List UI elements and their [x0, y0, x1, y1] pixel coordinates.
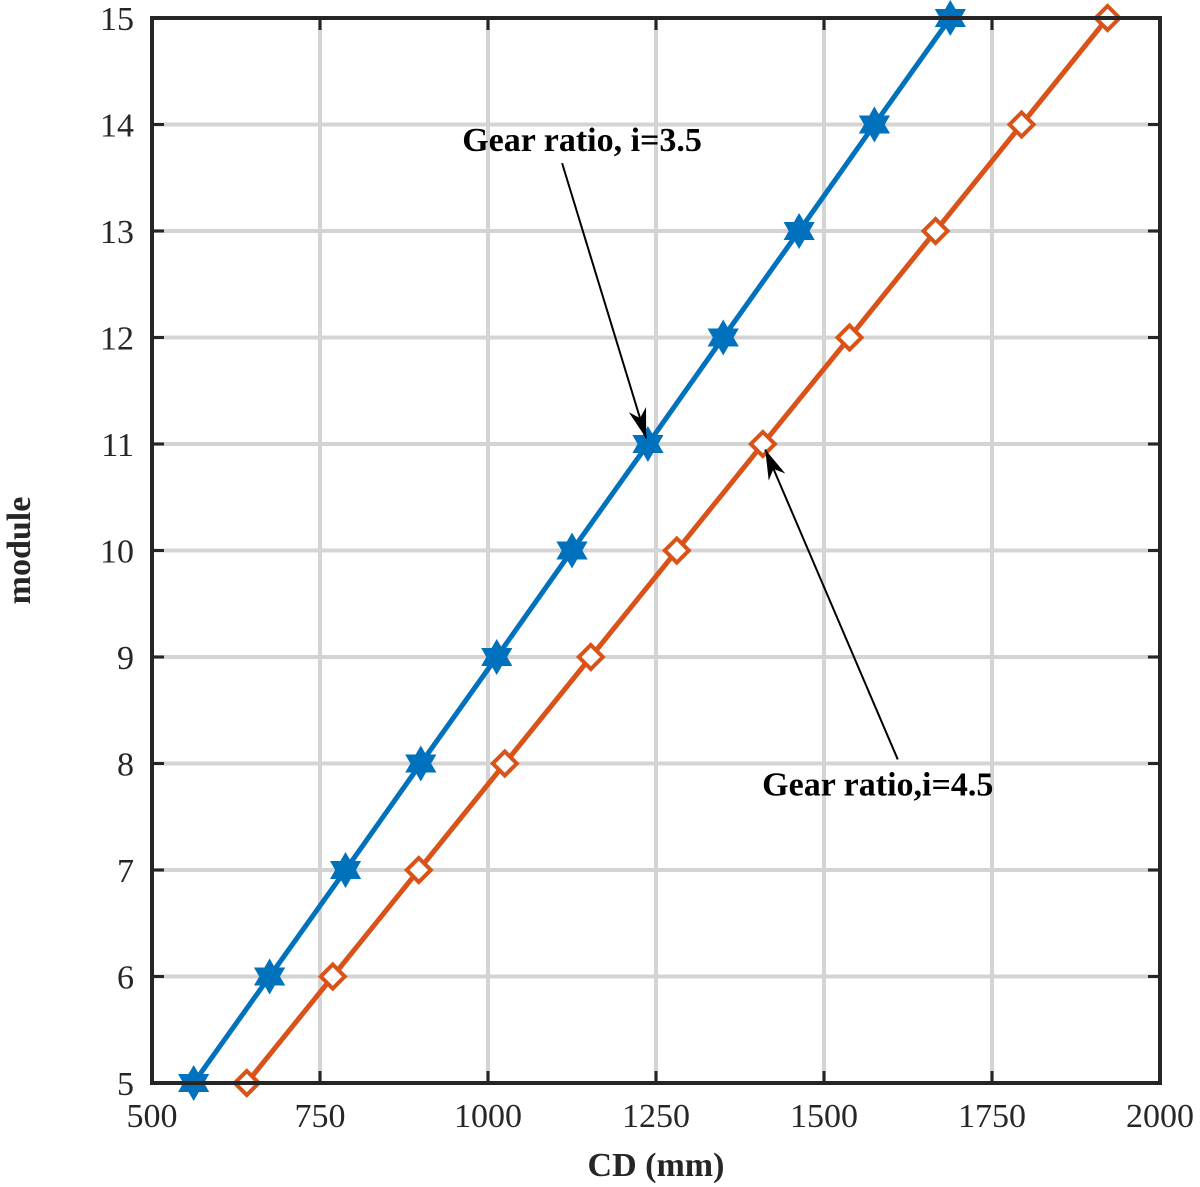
series-1: [178, 0, 966, 1101]
y-tick-label: 12: [100, 321, 134, 358]
grid: [150, 16, 1162, 1085]
annotation-1-arrowhead: [628, 406, 647, 439]
data-point: [1006, 109, 1037, 140]
data-point: [489, 748, 520, 779]
data-point: [405, 745, 437, 782]
data-point: [662, 535, 692, 566]
x-tick-label: 750: [295, 1098, 346, 1135]
y-tick-label: 5: [117, 1066, 134, 1103]
y-tick-label: 9: [117, 640, 134, 677]
data-point: [317, 961, 348, 992]
x-tick-label: 1500: [790, 1098, 858, 1135]
annotation-1-text: Gear ratio, i=3.5: [462, 122, 702, 159]
series-2: [231, 3, 1123, 1098]
data-point: [329, 852, 362, 888]
data-point: [783, 213, 815, 249]
y-axis-label: module: [1, 497, 38, 605]
data-point: [632, 426, 664, 462]
data-point: [920, 216, 951, 246]
series-layer: [178, 0, 1123, 1101]
annotation-2-text: Gear ratio,i=4.5: [762, 766, 993, 803]
y-tick-label: 10: [100, 534, 134, 571]
annotation-2-arrowhead: [765, 449, 786, 481]
annotations: Gear ratio, i=3.5 Gear ratio,i=4.5: [462, 122, 993, 803]
data-point: [707, 319, 739, 356]
x-tick-label: 2000: [1126, 1098, 1194, 1135]
annotation-1-arrow: [561, 162, 648, 439]
y-tick-label: 6: [117, 960, 134, 997]
ticks: 500 750 1000 1250 1500 1750 2000 5 6 7 8 9 10 11 12 13 1…: [100, 1, 1194, 1135]
x-axis-label: CD (mm): [588, 1147, 725, 1184]
data-point: [481, 639, 513, 675]
data-point: [253, 958, 286, 995]
data-point: [556, 532, 588, 569]
data-point: [403, 855, 434, 885]
data-point: [834, 322, 865, 353]
x-tick-label: 1000: [454, 1098, 522, 1135]
y-tick-label: 8: [117, 747, 134, 784]
data-point: [858, 106, 891, 143]
x-tick-label: 1250: [622, 1098, 690, 1135]
y-tick-label: 13: [100, 214, 134, 251]
y-tick-label: 7: [117, 853, 134, 890]
x-tick-label: 500: [127, 1098, 178, 1135]
y-tick-label: 14: [100, 108, 134, 145]
annotation-2-arrow: [764, 449, 899, 760]
data-point: [748, 429, 778, 459]
y-tick-label: 15: [100, 1, 134, 38]
y-tick-label: 11: [101, 427, 134, 464]
data-point: [575, 642, 606, 672]
x-tick-label: 1750: [958, 1098, 1026, 1135]
